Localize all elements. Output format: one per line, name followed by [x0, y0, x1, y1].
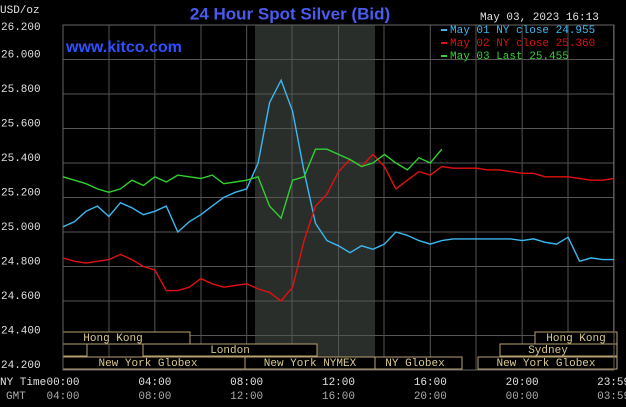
y-tick-label: 26.000	[1, 49, 41, 61]
y-tick-label: 25.000	[1, 222, 41, 234]
session-label: New York Globex	[98, 358, 197, 370]
session-label: Hong Kong	[83, 333, 142, 345]
y-tick-label: 25.200	[1, 187, 41, 199]
plot-border	[62, 24, 615, 371]
series-line	[62, 148, 443, 220]
gmt-tick-label: 00:00	[506, 391, 539, 403]
x-tick-label: 12:00	[322, 377, 355, 389]
chart-title: 24 Hour Spot Silver (Bid)	[190, 4, 390, 23]
session-box	[477, 356, 618, 370]
gmt-tick-label: 04:00	[46, 391, 79, 403]
session-label: New York Globex	[496, 358, 595, 370]
session-label: NY Globex	[385, 358, 445, 370]
session-box	[62, 343, 88, 357]
x-tick-label: 04:00	[138, 377, 171, 389]
y-tick-label: 24.200	[1, 360, 41, 372]
gmt-tick-label: 20:00	[414, 391, 447, 403]
y-tick-label: 25.400	[1, 153, 41, 165]
x-tick-label: 08:00	[230, 377, 263, 389]
session-box	[142, 343, 318, 357]
gmt-tick-label: 03:59	[597, 391, 626, 403]
y-unit: USD/oz	[0, 5, 40, 17]
session-label: London	[210, 345, 250, 357]
x-tick-label: 00:00	[46, 377, 79, 389]
series-line	[62, 153, 615, 302]
x-row-label: NY Time	[0, 377, 46, 389]
grid	[62, 24, 615, 371]
y-tick-label: 24.600	[1, 291, 41, 303]
gmt-tick-label: 16:00	[322, 391, 355, 403]
x-tick-label: 16:00	[414, 377, 447, 389]
session-label: Sydney	[528, 345, 568, 357]
session-box	[499, 343, 618, 357]
gmt-tick-label: 12:00	[230, 391, 263, 403]
timestamp: May 03, 2023 16:13	[480, 12, 599, 24]
y-tick-label: 25.600	[1, 118, 41, 130]
source: www.kitco.com	[65, 39, 182, 56]
legend-label: May 02 NY close 25.360	[450, 38, 595, 50]
y-tick-label: 24.800	[1, 256, 41, 268]
legend-label: May 03 Last 25.455	[450, 51, 569, 63]
session-label: Hong Kong	[546, 333, 605, 345]
gmt-row-label: GMT	[6, 391, 26, 403]
y-tick-label: 24.400	[1, 325, 41, 337]
series-line	[62, 78, 614, 263]
x-tick-label: 23:59	[597, 377, 626, 389]
session-box	[374, 356, 463, 370]
session-label: New York NYMEX	[264, 358, 357, 370]
x-tick-label: 20:00	[506, 377, 539, 389]
y-tick-label: 26.200	[1, 22, 41, 34]
legend-label: May 01 NY close 24.955	[450, 25, 595, 37]
y-tick-label: 25.800	[1, 84, 41, 96]
gmt-tick-label: 08:00	[138, 391, 171, 403]
